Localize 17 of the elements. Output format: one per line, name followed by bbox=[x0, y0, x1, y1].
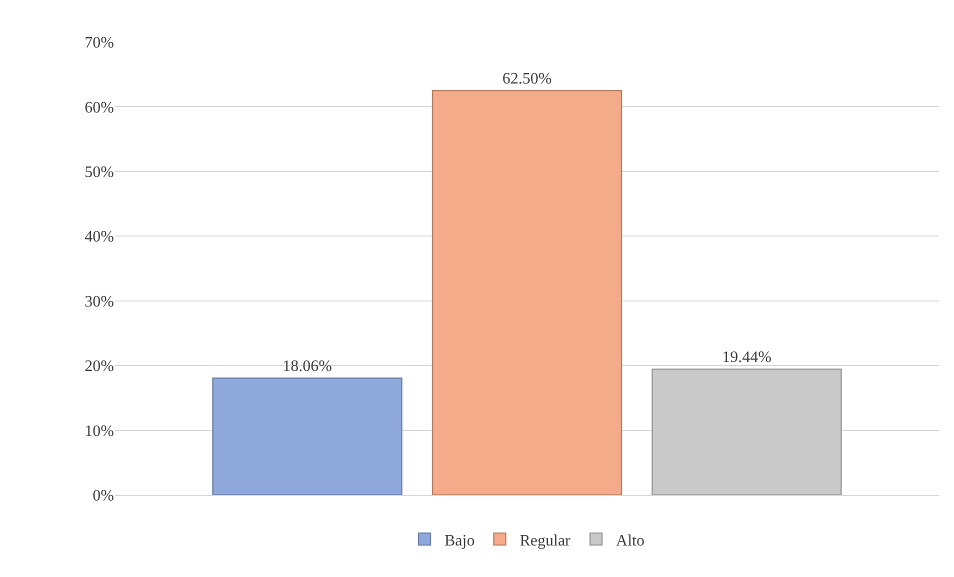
bar bbox=[212, 378, 402, 495]
legend-label: Alto bbox=[616, 532, 644, 550]
y-tick-label: 20% bbox=[84, 358, 114, 376]
y-tick-label: 60% bbox=[84, 99, 114, 116]
y-tick-label: 40% bbox=[84, 228, 114, 246]
legend-label: Regular bbox=[520, 532, 572, 550]
data-label: 18.06% bbox=[282, 358, 332, 376]
data-label: 19.44% bbox=[722, 349, 772, 366]
y-tick-label: 10% bbox=[84, 422, 114, 440]
legend-label: Bajo bbox=[444, 532, 475, 550]
y-tick-label: 0% bbox=[92, 488, 114, 505]
bar bbox=[652, 368, 842, 495]
y-tick-label: 30% bbox=[84, 293, 114, 310]
y-tick-label: 50% bbox=[84, 164, 114, 182]
data-label: 62.50% bbox=[502, 70, 552, 88]
y-tick-label: 70% bbox=[84, 34, 114, 52]
bar bbox=[432, 90, 622, 495]
